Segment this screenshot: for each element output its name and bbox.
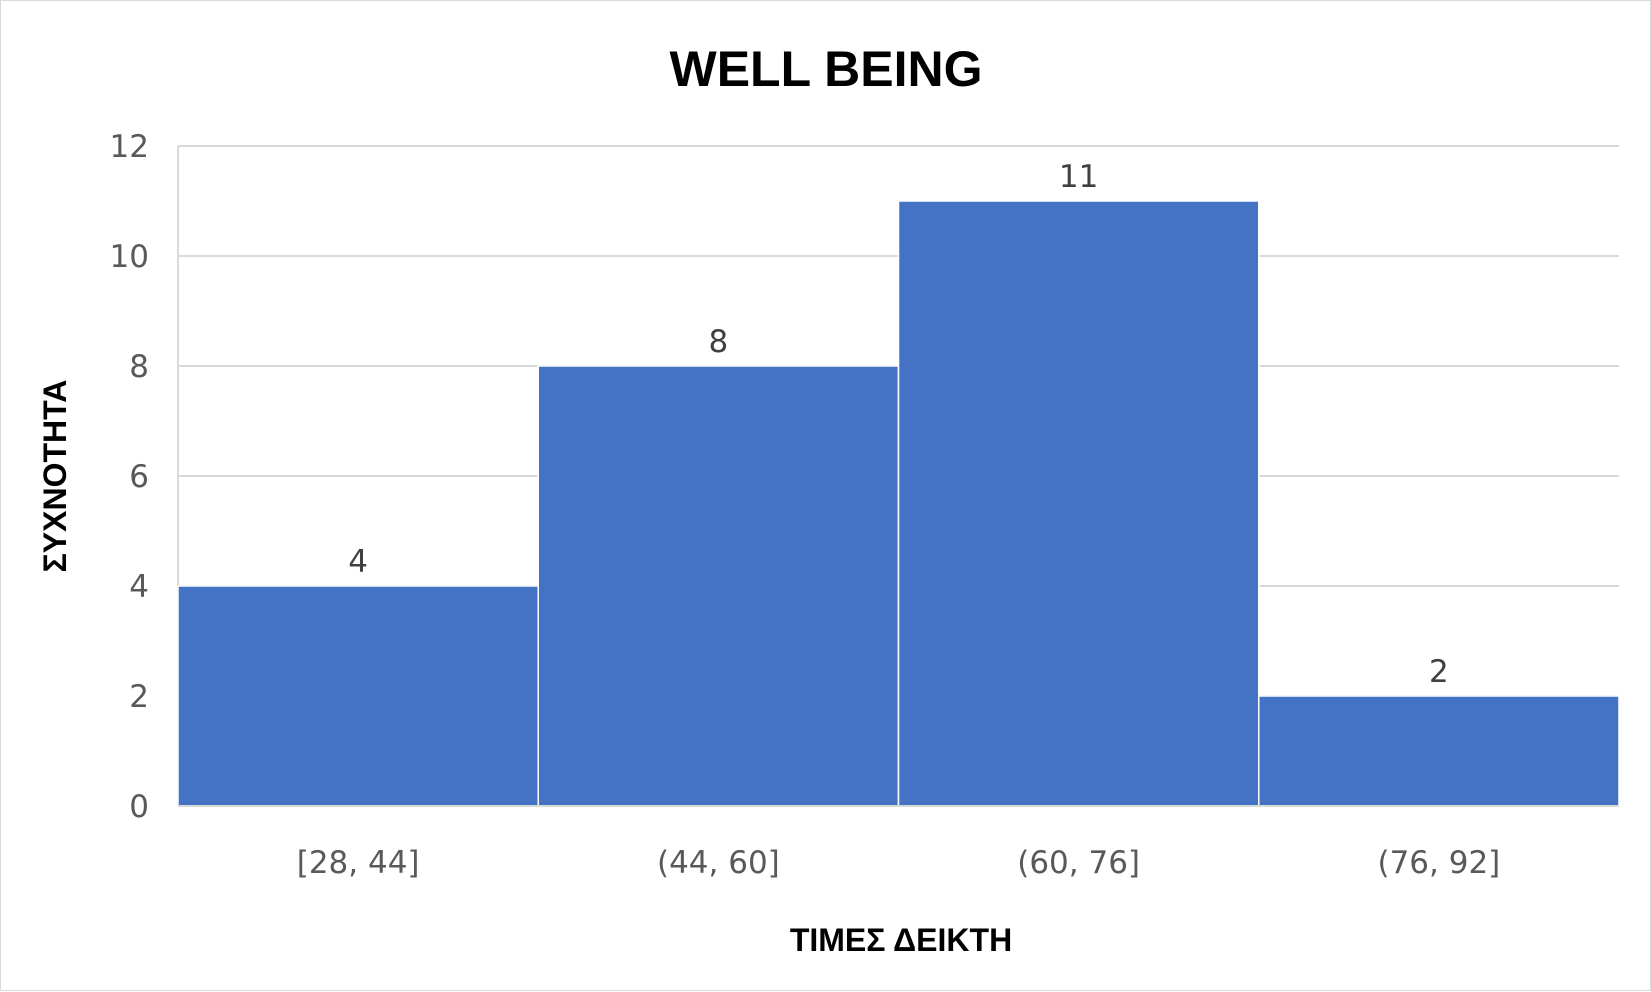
y-tick-label: 0 — [129, 789, 149, 825]
bar — [177, 585, 539, 807]
y-tick-labels: 0 2 4 6 8 10 12 — [110, 129, 149, 825]
x-tick-label: [28, 44] — [297, 845, 420, 881]
bar — [897, 200, 1260, 807]
x-tick-labels: [28, 44] (44, 60] (60, 76] (76, 92] — [297, 845, 1501, 881]
y-tick-label: 4 — [129, 569, 149, 605]
y-tick-label: 10 — [110, 239, 149, 275]
data-label: 4 — [348, 544, 368, 580]
x-tick-label: (60, 76] — [1017, 845, 1140, 881]
x-tick-label: (44, 60] — [657, 845, 780, 881]
bar — [1258, 695, 1620, 807]
y-tick-label: 8 — [129, 349, 149, 385]
y-tick-label: 2 — [129, 679, 149, 715]
y-tick-label: 12 — [110, 129, 149, 165]
y-axis-title: ΣΥΧΝΟΤΗΤΑ — [37, 380, 73, 573]
bars — [177, 200, 1620, 807]
data-label: 2 — [1429, 654, 1449, 690]
data-labels: 4 8 11 2 — [348, 159, 1448, 690]
y-tick-label: 6 — [129, 459, 149, 495]
data-label: 11 — [1059, 159, 1098, 195]
x-axis-title: ΤΙΜΕΣ ΔΕΙΚΤΗ — [790, 922, 1012, 958]
data-label: 8 — [709, 324, 729, 360]
x-tick-label: (76, 92] — [1377, 845, 1500, 881]
bar — [537, 365, 900, 807]
chart-title: WELL BEING — [670, 41, 983, 97]
